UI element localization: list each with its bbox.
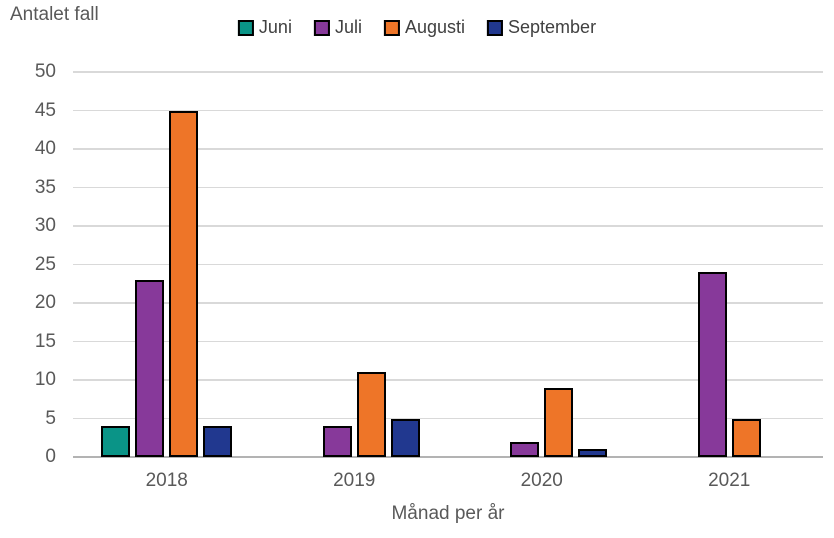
bar-september-2018	[203, 426, 233, 457]
legend-item-juli: Juli	[313, 17, 362, 38]
bar-september-2019	[390, 418, 420, 457]
x-axis-tick-label: 2018	[145, 470, 188, 491]
chart-title: Antalet fall	[10, 4, 99, 25]
y-axis-tick-label: 35	[34, 176, 56, 198]
x-axis-tick-label: 2020	[520, 470, 563, 491]
y-axis-tick-label: 30	[34, 215, 56, 236]
gridline	[73, 379, 823, 381]
legend-item-augusti: Augusti	[383, 17, 466, 38]
gridline	[73, 263, 823, 265]
legend-label: Augusti	[404, 17, 466, 37]
gridline	[73, 225, 823, 227]
bar-juni-2018	[101, 426, 131, 457]
gridline	[73, 186, 823, 188]
x-axis-tick-label: 2021	[708, 470, 751, 491]
gridline	[73, 340, 823, 342]
bar-juli-2021	[697, 272, 727, 457]
bar-juli-2020	[510, 441, 540, 457]
gridline	[73, 302, 823, 304]
bar-juli-2018	[135, 279, 165, 457]
y-axis-tick-label: 25	[34, 253, 56, 275]
x-axis-line	[73, 456, 823, 458]
y-axis-tick-label: 50	[34, 61, 56, 82]
legend-swatch-icon	[487, 19, 504, 36]
y-axis-tick-label: 20	[34, 292, 56, 313]
legend-label: September	[508, 17, 597, 37]
bar-juli-2019	[322, 426, 352, 457]
legend-item-juni: Juni	[237, 17, 292, 38]
y-axis-tick-label: 15	[34, 330, 56, 352]
y-axis-tick-label: 5	[45, 407, 56, 429]
legend-label: Juni	[258, 17, 292, 37]
gridline	[73, 417, 823, 419]
legend: Juni Juli Augusti September	[237, 17, 596, 38]
x-axis-title: Månad per år	[391, 503, 505, 524]
legend-swatch-icon	[237, 19, 254, 36]
y-axis-tick-label: 0	[45, 446, 56, 467]
gridline	[73, 109, 823, 111]
bar-september-2020	[578, 449, 608, 457]
gridline	[73, 71, 823, 73]
bar-augusti-2020	[544, 387, 574, 457]
legend-item-september: September	[487, 17, 596, 38]
gridline	[73, 148, 823, 150]
bar-augusti-2021	[731, 418, 761, 457]
legend-label: Juli	[334, 17, 362, 37]
legend-swatch-icon	[313, 19, 330, 36]
y-axis-tick-label: 10	[34, 369, 56, 390]
bar-augusti-2018	[169, 110, 199, 457]
y-axis-tick-label: 45	[34, 99, 56, 121]
x-axis-tick-label: 2019	[333, 470, 376, 491]
bar-augusti-2019	[356, 372, 386, 457]
legend-swatch-icon	[383, 19, 400, 36]
y-axis-tick-label: 40	[34, 138, 56, 159]
